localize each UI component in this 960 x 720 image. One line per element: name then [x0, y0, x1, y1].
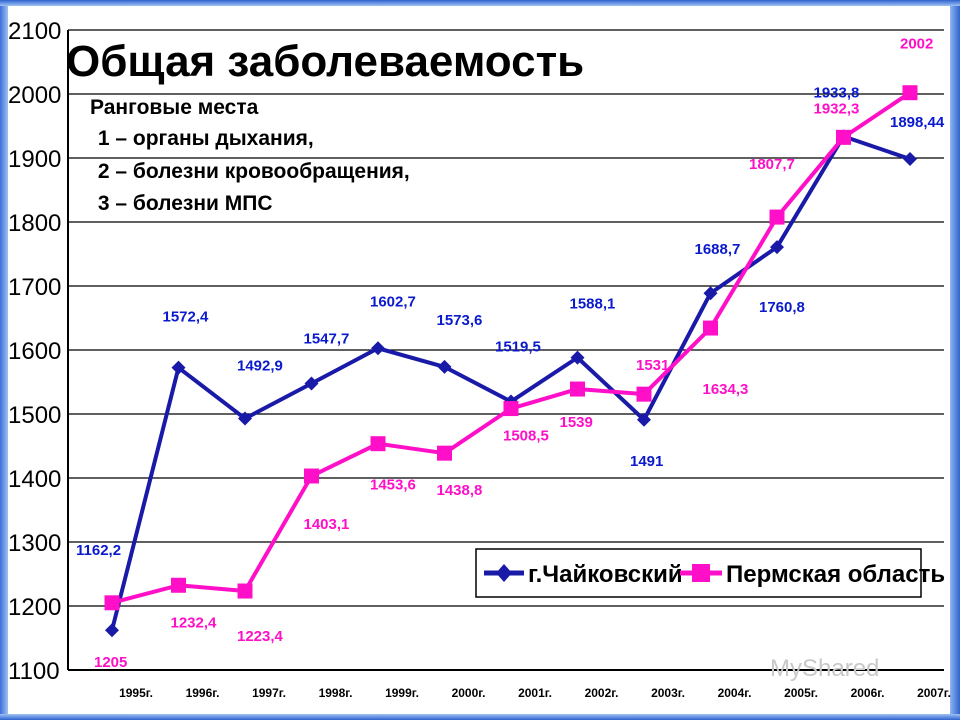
- point-chaykovsky-0: [105, 623, 119, 638]
- point-perm-7: [570, 381, 585, 397]
- point-perm-6: [503, 401, 519, 417]
- y-tick-labels: 1100 1200 1300 1400 1500 1600 1700 1800 1900 2000…: [8, 18, 61, 685]
- label-chaykovsky-3: 1547,7: [304, 330, 350, 347]
- point-perm-10: [769, 209, 785, 225]
- x-tick-6: 2001г.: [518, 686, 552, 700]
- x-tick-0: 1995г.: [119, 686, 153, 700]
- label-perm-11: 1932,3: [814, 100, 860, 117]
- label-perm-3: 1403,1: [304, 516, 350, 533]
- label-perm-9: 1634,3: [703, 381, 749, 398]
- annotation-line-3: 2 – болезни кровообращения,: [92, 160, 410, 183]
- point-chaykovsky-10: [770, 240, 784, 255]
- label-perm-4: 1453,6: [370, 477, 416, 494]
- y-tick-1600: 1600: [8, 338, 61, 365]
- label-chaykovsky-11: 1933,8: [814, 84, 860, 101]
- label-chaykovsky-0: 1162,2: [76, 542, 121, 559]
- point-perm-4: [370, 436, 386, 452]
- point-perm-1: [171, 577, 186, 593]
- label-perm-10: 1807,7: [749, 156, 795, 173]
- label-perm-5: 1438,8: [437, 482, 483, 499]
- frame-right-border: [950, 0, 960, 720]
- point-perm-11: [836, 129, 851, 145]
- point-chaykovsky-9: [703, 286, 718, 301]
- point-perm-5: [437, 445, 452, 461]
- frame-top-border: [0, 0, 960, 6]
- annotation-line-2: 1 – органы дыхания,: [92, 127, 314, 150]
- series-layer: [104, 85, 918, 638]
- point-perm-8: [636, 386, 652, 402]
- point-perm-9: [703, 320, 718, 336]
- label-perm-2: 1223,4: [237, 628, 284, 645]
- annotation-block: Ранговые места 1 – органы дыхания, 2 – б…: [90, 96, 410, 215]
- y-tick-1500: 1500: [8, 402, 61, 429]
- y-tick-1900: 1900: [8, 146, 61, 173]
- label-chaykovsky-5: 1573,6: [437, 312, 483, 329]
- y-tick-1700: 1700: [8, 274, 61, 301]
- data-labels: 1162,2 1572,4 1492,9 1547,7 1602,7 1573,6 1519…: [76, 36, 945, 671]
- label-chaykovsky-8: 1491: [630, 453, 663, 470]
- point-chaykovsky-1: [171, 360, 186, 375]
- x-tick-1: 1996г.: [186, 686, 220, 700]
- chart-title: Общая заболеваемость: [66, 37, 584, 86]
- point-perm-2: [237, 583, 253, 599]
- label-chaykovsky-7: 1588,1: [570, 296, 616, 313]
- x-tick-labels: 1995г. 1996г. 1997г. 1998г. 1999г. 2000г. 2001…: [119, 686, 951, 700]
- label-chaykovsky-6: 1519,5: [495, 339, 541, 356]
- y-tick-1100: 1100: [8, 658, 60, 685]
- watermark-logo: MyShared: [770, 655, 880, 682]
- point-perm-3: [304, 468, 319, 484]
- point-chaykovsky-12: [903, 151, 917, 166]
- legend-marker-chaykovsky: [496, 564, 512, 582]
- y-tick-1400: 1400: [8, 466, 61, 493]
- label-chaykovsky-1: 1572,4: [163, 309, 210, 326]
- label-perm-12: 2002: [900, 36, 933, 53]
- x-tick-9: 2004г.: [718, 686, 752, 700]
- x-tick-7: 2002г.: [585, 686, 619, 700]
- label-chaykovsky-4: 1602,7: [370, 293, 416, 310]
- label-chaykovsky-2: 1492,9: [237, 358, 283, 375]
- point-perm-12: [902, 85, 918, 101]
- legend-marker-perm: [692, 564, 710, 582]
- annotation-line-4: 3 – болезни МПС: [92, 192, 273, 215]
- y-tick-1200: 1200: [8, 594, 61, 621]
- point-chaykovsky-5: [437, 359, 452, 374]
- label-perm-6: 1508,5: [503, 428, 549, 445]
- point-chaykovsky-7: [570, 350, 585, 365]
- x-tick-8: 2003г.: [651, 686, 685, 700]
- x-tick-3: 1998г.: [319, 686, 353, 700]
- label-perm-8: 1531: [636, 357, 669, 374]
- label-perm-1: 1232,4: [171, 614, 218, 631]
- label-perm-0: 1205: [94, 654, 127, 671]
- point-chaykovsky-8: [637, 412, 651, 427]
- legend-label-chaykovsky: г.Чайковский: [528, 561, 683, 588]
- x-tick-5: 2000г.: [452, 686, 486, 700]
- x-tick-12: 2007г.: [917, 686, 951, 700]
- y-tick-1300: 1300: [8, 530, 61, 557]
- label-chaykovsky-9: 1688,7: [695, 241, 741, 258]
- y-tick-2100: 2100: [8, 18, 61, 45]
- x-tick-4: 1999г.: [385, 686, 419, 700]
- point-chaykovsky-2: [238, 411, 252, 426]
- x-tick-10: 2005г.: [784, 686, 818, 700]
- legend: г.Чайковский Пермская область: [475, 548, 945, 598]
- legend-box: [475, 548, 922, 598]
- frame-left-border: [0, 0, 8, 720]
- y-tick-2000: 2000: [8, 82, 61, 109]
- legend-label-perm: Пермская область: [726, 561, 945, 588]
- label-chaykovsky-10: 1760,8: [759, 299, 805, 316]
- x-tick-11: 2006г.: [851, 686, 885, 700]
- y-tick-1800: 1800: [8, 210, 61, 237]
- point-chaykovsky-3: [304, 376, 319, 391]
- label-chaykovsky-12: 1898,44: [890, 114, 945, 131]
- label-perm-7: 1539: [560, 414, 593, 431]
- x-tick-2: 1997г.: [252, 686, 286, 700]
- annotation-line-1: Ранговые места: [90, 96, 259, 119]
- point-chaykovsky-4: [371, 341, 385, 356]
- frame-bottom-border: [0, 714, 960, 720]
- point-perm-0: [104, 595, 120, 611]
